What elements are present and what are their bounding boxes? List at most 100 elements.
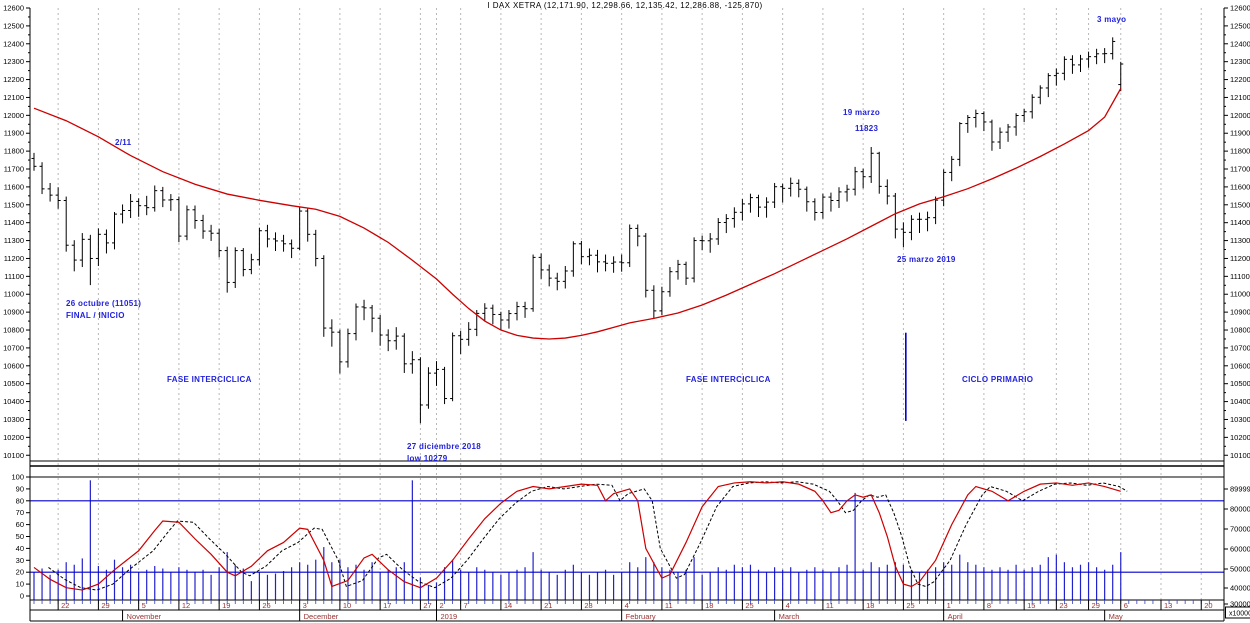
svg-text:70000: 70000 [1230, 525, 1250, 534]
oscillator-levels-layer [30, 476, 1224, 573]
svg-text:12600: 12600 [1230, 4, 1250, 13]
svg-text:29: 29 [101, 601, 109, 610]
svg-text:13: 13 [1164, 601, 1172, 610]
svg-text:11200: 11200 [4, 254, 24, 263]
svg-text:25: 25 [745, 601, 753, 610]
chart-annotation: FASE INTERCICLICA [686, 375, 771, 384]
svg-text:11300: 11300 [1230, 236, 1250, 245]
svg-text:80000: 80000 [1230, 505, 1250, 514]
svg-text:20: 20 [16, 568, 24, 577]
svg-text:10400: 10400 [1230, 397, 1250, 406]
svg-text:3: 3 [303, 601, 307, 610]
svg-text:10500: 10500 [1230, 379, 1250, 388]
svg-text:12300: 12300 [1230, 57, 1250, 66]
chart-annotation: 11823 [855, 124, 879, 133]
svg-text:11100: 11100 [4, 272, 24, 281]
svg-text:15: 15 [1027, 601, 1035, 610]
svg-text:11600: 11600 [4, 182, 24, 191]
svg-text:20: 20 [1204, 601, 1212, 610]
svg-text:10700: 10700 [1230, 343, 1250, 352]
chart-annotation: 27 diciembre 2018 low 10279 [407, 442, 482, 463]
svg-text:12000: 12000 [1230, 111, 1250, 120]
svg-text:May: May [1109, 612, 1123, 621]
svg-text:11: 11 [665, 601, 673, 610]
svg-text:12500: 12500 [1230, 21, 1250, 30]
svg-text:18: 18 [866, 601, 874, 610]
svg-text:10200: 10200 [1230, 433, 1250, 442]
svg-text:11500: 11500 [1230, 200, 1250, 209]
svg-text:11700: 11700 [1230, 165, 1250, 174]
svg-text:90: 90 [16, 484, 24, 493]
svg-text:10400: 10400 [3, 397, 24, 406]
svg-text:6: 6 [1124, 601, 1128, 610]
svg-text:28: 28 [584, 601, 592, 610]
svg-text:10300: 10300 [3, 415, 24, 424]
chart-annotation: 26 octubre (11051) FINAL / INICIO [66, 299, 142, 320]
svg-text:10: 10 [343, 601, 351, 610]
svg-text:60: 60 [16, 520, 24, 529]
svg-text:100: 100 [11, 473, 24, 482]
svg-text:12400: 12400 [3, 39, 24, 48]
svg-text:10900: 10900 [3, 308, 24, 317]
svg-text:11800: 11800 [4, 147, 24, 156]
svg-text:12400: 12400 [1230, 39, 1250, 48]
svg-text:April: April [948, 612, 963, 621]
svg-text:December: December [304, 612, 339, 621]
svg-text:10: 10 [16, 580, 24, 589]
svg-text:11300: 11300 [4, 236, 24, 245]
price-bars-layer [31, 37, 1124, 424]
svg-text:80: 80 [16, 496, 24, 505]
svg-text:11100: 11100 [1230, 272, 1250, 281]
oscillator-layer [33, 481, 1128, 591]
svg-text:50: 50 [16, 532, 24, 541]
svg-text:10100: 10100 [3, 451, 24, 460]
svg-text:27: 27 [423, 601, 431, 610]
svg-text:5: 5 [142, 601, 146, 610]
chart-annotation: 3 mayo [1097, 15, 1127, 24]
svg-text:18: 18 [705, 601, 713, 610]
svg-text:12200: 12200 [3, 75, 24, 84]
svg-text:30: 30 [16, 556, 24, 565]
svg-text:8: 8 [987, 601, 991, 610]
svg-text:21: 21 [544, 601, 552, 610]
svg-text:14: 14 [504, 601, 512, 610]
chart-annotation: CICLO PRIMARIO [962, 375, 1034, 384]
svg-text:x100000: x100000 [1229, 611, 1250, 618]
svg-text:17: 17 [383, 601, 391, 610]
svg-text:10900: 10900 [1230, 308, 1250, 317]
svg-text:22: 22 [61, 601, 69, 610]
svg-text:12500: 12500 [3, 21, 24, 30]
svg-text:11700: 11700 [4, 165, 24, 174]
ma-line-layer [33, 88, 1122, 340]
chart-annotation: 2/11 [115, 138, 132, 147]
svg-text:10800: 10800 [1230, 326, 1250, 335]
svg-text:11000: 11000 [4, 290, 24, 299]
svg-text:February: February [626, 612, 656, 621]
svg-text:12: 12 [182, 601, 190, 610]
svg-text:2019: 2019 [441, 612, 458, 621]
svg-text:12600: 12600 [3, 4, 24, 13]
svg-text:10600: 10600 [3, 361, 24, 370]
svg-text:19: 19 [222, 601, 230, 610]
svg-text:4: 4 [786, 601, 790, 610]
volume-layer [33, 480, 1122, 600]
svg-text:26: 26 [262, 601, 270, 610]
svg-text:10700: 10700 [3, 343, 24, 352]
svg-text:11900: 11900 [4, 129, 24, 138]
svg-text:2: 2 [440, 601, 444, 610]
svg-text:12100: 12100 [1230, 93, 1250, 102]
svg-text:25: 25 [906, 601, 914, 610]
svg-text:40: 40 [16, 544, 24, 553]
svg-text:11400: 11400 [1230, 218, 1250, 227]
grid-layer [57, 8, 1202, 600]
svg-text:4: 4 [625, 601, 629, 610]
chart-annotation: 19 marzo [843, 108, 881, 117]
svg-text:November: November [127, 612, 162, 621]
svg-text:March: March [779, 612, 800, 621]
svg-text:60000: 60000 [1230, 545, 1250, 554]
svg-text:70: 70 [16, 508, 24, 517]
svg-text:10800: 10800 [3, 326, 24, 335]
chart-annotation: FASE INTERCICLICA [167, 375, 252, 384]
